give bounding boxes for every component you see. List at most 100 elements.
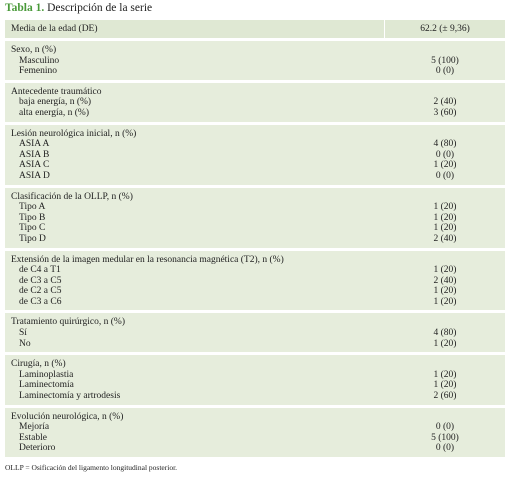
table-row: ASIA C 1 (20) [5, 160, 505, 171]
row-value: 1 (20) [433, 160, 457, 171]
row-value: 5 (100) [431, 55, 459, 66]
table-row: Laminoplastia 1 (20) [5, 370, 505, 381]
row-value: 1 (20) [433, 380, 457, 391]
group-heading-row: Tratamiento quirúrgico, n (%) [5, 317, 505, 328]
row-value: 1 (20) [433, 202, 457, 213]
row-value: 1 (20) [433, 212, 457, 223]
group: Antecedente traumático baja energía, n (%… [5, 82, 505, 122]
table-row: alta energía, n (%) 3 (60) [5, 108, 505, 119]
group-heading-row: Clasificación de la OLLP, n (%) [5, 192, 505, 203]
group-heading-row: Antecedente traumático [5, 87, 505, 98]
row-value: 2 (60) [433, 391, 457, 402]
group: Extensión de la imagen medular en la res… [5, 250, 505, 311]
row-label: No [19, 338, 31, 349]
table-row: Mejoría 0 (0) [5, 422, 505, 433]
row-label: Deterioro [19, 443, 56, 454]
row-label: de C3 a C5 [19, 275, 62, 286]
row-label: Femenino [19, 66, 57, 77]
table-row: Femenino 0 (0) [5, 66, 505, 77]
group-heading: Clasificación de la OLLP, n (%) [11, 191, 133, 202]
row-value: 0 (0) [435, 170, 455, 181]
group: Lesión neurológica inicial, n (%) ASIA A 4… [5, 124, 505, 185]
row-label: Laminoplastia [19, 369, 74, 380]
group: Clasificación de la OLLP, n (%) Tipo A 1 (… [5, 187, 505, 248]
table-row: Laminectomía y artrodesis 2 (60) [5, 391, 505, 402]
row-value: 1 (20) [433, 265, 457, 276]
row-value: 2 (40) [433, 275, 457, 286]
table-row: de C4 a T1 1 (20) [5, 265, 505, 276]
row-value: 1 (20) [433, 369, 457, 380]
table-row: ASIA A 4 (80) [5, 139, 505, 150]
title-text: Descripción de la serie [47, 2, 153, 14]
row-value: 0 (0) [435, 149, 455, 160]
group-heading: Evolución neurológica, n (%) [11, 411, 124, 422]
group-heading-row: Sexo, n (%) [5, 45, 505, 56]
group-heading: Extensión de la imagen medular en la res… [11, 254, 284, 265]
table-row: ASIA D 0 (0) [5, 171, 505, 182]
row-label: alta energía, n (%) [19, 107, 89, 118]
row-value: 5 (100) [431, 432, 459, 443]
row-label: ASIA B [19, 149, 50, 160]
table: Media de la edad (DE) 62.2 (± 9,36) Sexo… [5, 20, 505, 460]
group-heading: Sexo, n (%) [11, 45, 57, 55]
row-label: ASIA C [19, 160, 50, 171]
row-label: Sí [19, 328, 27, 339]
row-value: 3 (60) [433, 107, 457, 118]
row-value: 4 (80) [433, 139, 457, 150]
group-heading: Cirugía, n (%) [11, 359, 66, 370]
group-heading: Antecedente traumático [11, 86, 102, 97]
row-label: ASIA A [19, 139, 50, 150]
table-row: No 1 (20) [5, 339, 505, 350]
group-heading-row: Lesión neurológica inicial, n (%) [5, 129, 505, 140]
table-title: Tabla 1. Descripción de la serie [5, 2, 152, 14]
row-label: Tipo D [19, 233, 46, 244]
table-row: ASIA B 0 (0) [5, 150, 505, 161]
row-label: Tipo B [19, 212, 46, 223]
group: Sexo, n (%) Masculino 5 (100) Femenino 0 (0) [5, 41, 505, 80]
header-label: Media de la edad (DE) [11, 23, 98, 34]
row-value: 1 (20) [433, 296, 457, 307]
table-row: Deterioro 0 (0) [5, 443, 505, 454]
row-value: 1 (20) [433, 338, 457, 349]
header-row: Media de la edad (DE) 62.2 (± 9,36) [5, 20, 505, 38]
table-row: Masculino 5 (100) [5, 56, 505, 67]
header-value: 62.2 (± 9,36) [384, 20, 505, 38]
row-value: 2 (40) [433, 97, 457, 108]
group: Cirugía, n (%) Laminoplastia 1 (20) Laminec… [5, 355, 505, 405]
table-row: Tipo A 1 (20) [5, 202, 505, 213]
row-label: de C3 a C6 [19, 296, 62, 307]
footnote: OLLP = Osificación del ligamento longitu… [5, 463, 178, 472]
row-value: 0 (0) [435, 443, 455, 454]
group: Tratamiento quirúrgico, n (%) Sí 4 (80) No 1… [5, 313, 505, 353]
row-label: Tipo A [19, 202, 46, 213]
group: Evolución neurológica, n (%) Mejoría 0 (0)… [5, 407, 505, 457]
row-value: 1 (20) [433, 223, 457, 234]
table-row: de C3 a C5 2 (40) [5, 276, 505, 287]
table-row: baja energía, n (%) 2 (40) [5, 97, 505, 108]
row-value: 2 (40) [433, 233, 457, 244]
row-label: Laminectomía [19, 380, 74, 391]
table-row: de C3 a C6 1 (20) [5, 297, 505, 308]
row-label: Laminectomía y artrodesis [19, 391, 121, 402]
row-label: Masculino [19, 55, 60, 66]
row-label: Tipo C [19, 223, 46, 234]
row-value: 4 (80) [433, 328, 457, 339]
row-label: de C2 a C5 [19, 286, 62, 297]
table-row: Tipo D 2 (40) [5, 234, 505, 245]
row-label: baja energía, n (%) [19, 97, 92, 108]
title-label: Tabla 1. [5, 2, 45, 14]
row-label: Mejoría [19, 422, 50, 433]
group-heading-row: Extensión de la imagen medular en la res… [5, 255, 505, 266]
table-row: Laminectomía 1 (20) [5, 380, 505, 391]
row-label: de C4 a T1 [19, 265, 61, 276]
table-row: Estable 5 (100) [5, 433, 505, 444]
table-row: Sí 4 (80) [5, 328, 505, 339]
table-row: Tipo C 1 (20) [5, 223, 505, 234]
group-heading: Lesión neurológica inicial, n (%) [11, 128, 137, 139]
row-value: 1 (20) [433, 286, 457, 297]
table-row: de C2 a C5 1 (20) [5, 286, 505, 297]
group-heading-row: Cirugía, n (%) [5, 359, 505, 370]
table-row: Tipo B 1 (20) [5, 213, 505, 224]
row-value: 0 (0) [435, 422, 455, 433]
